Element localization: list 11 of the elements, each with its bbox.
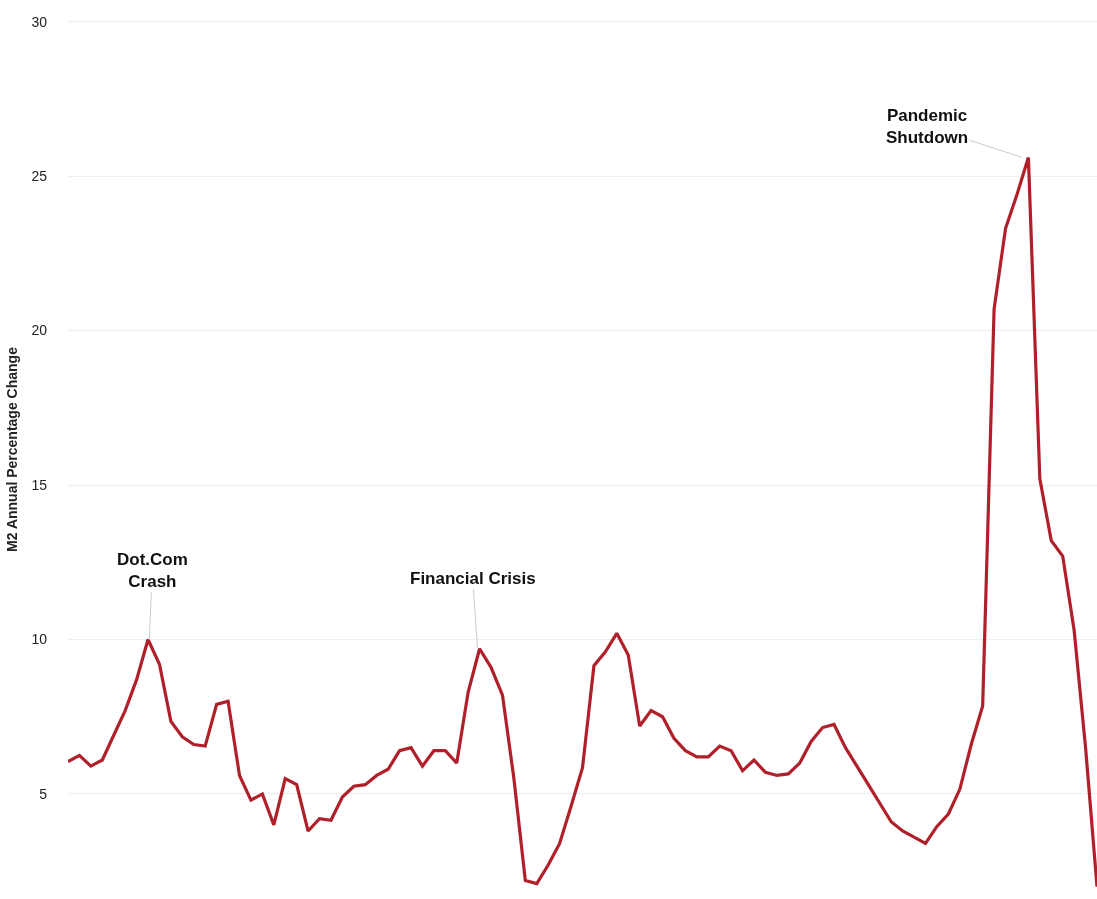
y-axis-title: M2 Annual Percentage Change	[4, 346, 21, 552]
y-tick-label: 20	[31, 322, 48, 339]
line-series	[68, 155, 1097, 889]
y-tick-label: 15	[31, 476, 48, 493]
y-tick-label: 25	[31, 167, 48, 184]
y-tick-label: 30	[31, 13, 48, 30]
annotation: Pandemic Shutdown	[886, 106, 969, 148]
y-tick-label: 5	[39, 785, 48, 802]
annotation: Financial Crisis	[410, 569, 536, 588]
annotation: Dot.Com Crash	[117, 550, 188, 592]
y-tick-label: 10	[31, 631, 48, 648]
